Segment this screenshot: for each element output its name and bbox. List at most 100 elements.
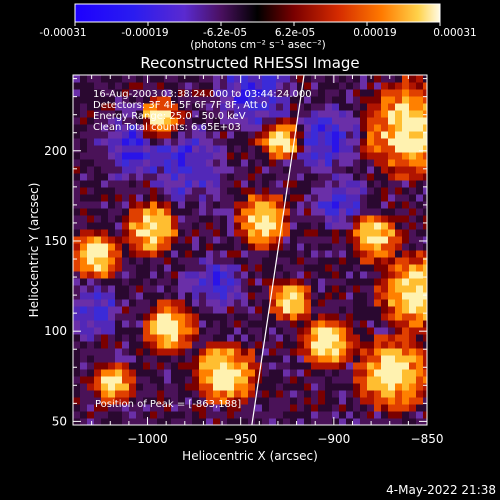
heatmap-cell [101,75,109,83]
heatmap-cell [318,187,326,195]
heatmap-cell [276,75,284,83]
heatmap-cell [283,215,291,223]
heatmap-cell [80,145,88,153]
heatmap-cell [136,390,144,398]
heatmap-cell [409,173,417,181]
heatmap-cell [388,334,396,342]
heatmap-cell [416,82,424,90]
heatmap-cell [297,341,305,349]
heatmap-cell [115,89,123,97]
heatmap-cell [164,103,172,111]
heatmap-cell [388,166,396,174]
heatmap-cell [360,271,368,279]
heatmap-cell [416,271,424,279]
heatmap-cell [164,96,172,104]
heatmap-cell [80,355,88,363]
heatmap-cell [241,250,249,258]
heatmap-cell [311,89,319,97]
heatmap-cell [255,152,263,160]
heatmap-cell [150,264,158,272]
heatmap-cell [178,292,186,300]
heatmap-cell [136,313,144,321]
heatmap-cell [164,166,172,174]
heatmap-cell [241,341,249,349]
heatmap-cell [178,334,186,342]
heatmap-cell [318,75,326,83]
heatmap-cell [143,327,151,335]
heatmap-cell [381,376,389,384]
heatmap-cell [409,397,417,405]
heatmap-cell [122,124,130,132]
heatmap-cell [353,355,361,363]
heatmap-cell [129,411,137,419]
heatmap-cell [73,397,81,405]
heatmap-cell [367,411,375,419]
heatmap-cell [311,208,319,216]
heatmap-cell [339,194,347,202]
heatmap-cell [136,187,144,195]
heatmap-cell [416,194,424,202]
heatmap-cell [248,404,256,412]
heatmap-cell [94,236,102,244]
heatmap-cell [87,215,95,223]
heatmap-cell [241,327,249,335]
heatmap-cell [381,418,389,425]
heatmap-cell [388,341,396,349]
heatmap-cell [276,187,284,195]
heatmap-cell [276,131,284,139]
heatmap-cell [157,390,165,398]
heatmap-cell [276,271,284,279]
heatmap-cell [311,201,319,209]
heatmap-cell [220,299,228,307]
heatmap-cell [332,278,340,286]
heatmap-cell [304,313,312,321]
heatmap-cell [115,96,123,104]
heatmap-cell [339,313,347,321]
heatmap-cell [178,82,186,90]
heatmap-cell [241,348,249,356]
heatmap-cell [122,145,130,153]
heatmap-cell [108,271,116,279]
heatmap-cell [269,334,277,342]
heatmap-cell [360,306,368,314]
heatmap-cell [381,348,389,356]
heatmap-cell [269,411,277,419]
heatmap-cell [297,89,305,97]
heatmap-cell [178,131,186,139]
heatmap-cell [122,271,130,279]
heatmap-cell [311,376,319,384]
heatmap-cell [185,215,193,223]
heatmap-cell [80,334,88,342]
heatmap-cell [416,215,424,223]
heatmap-cell [220,180,228,188]
heatmap-cell [339,173,347,181]
heatmap-cell [108,138,116,146]
heatmap-cell [199,159,207,167]
heatmap-cell [241,404,249,412]
heatmap-cell [178,152,186,160]
heatmap-cell [157,124,165,132]
heatmap-cell [346,327,354,335]
heatmap-cell [283,320,291,328]
heatmap-cell [157,320,165,328]
heatmap-cell [248,313,256,321]
heatmap-cell [311,96,319,104]
heatmap-cell [171,103,179,111]
heatmap-cell [185,362,193,370]
heatmap-cell [80,208,88,216]
heatmap-cell [304,271,312,279]
heatmap-cell [381,187,389,195]
heatmap-cell [269,313,277,321]
heatmap-cell [311,229,319,237]
heatmap-cell [255,369,263,377]
heatmap-cell [227,306,235,314]
heatmap-cell [276,264,284,272]
heatmap-cell [129,222,137,230]
heatmap-cell [395,327,403,335]
heatmap-cell [171,166,179,174]
heatmap-cell [318,194,326,202]
heatmap-cell [297,82,305,90]
heatmap-cell [150,131,158,139]
heatmap-cell [122,306,130,314]
heatmap-cell [402,236,410,244]
